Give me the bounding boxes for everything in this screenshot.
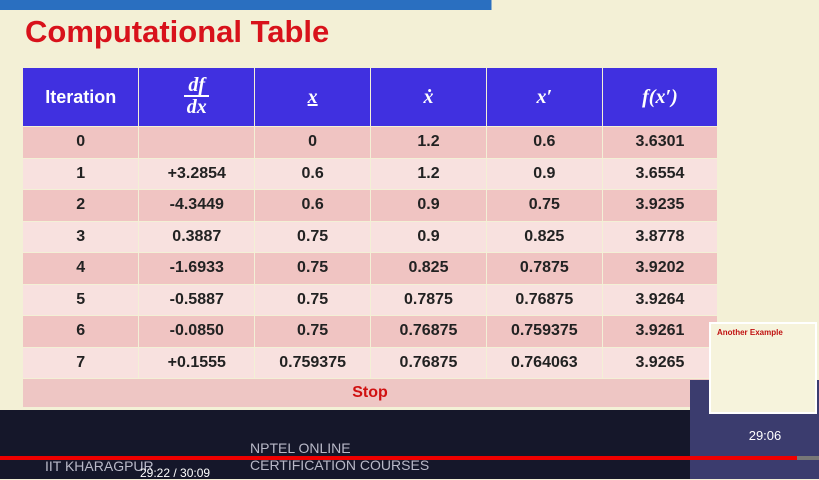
table-cell: 0.75: [254, 252, 372, 285]
table-cell: 0.6: [485, 126, 603, 159]
header-row: Iteration df dx x ẋ x′ f(x′): [21, 67, 719, 127]
table-cell: +0.1555: [138, 346, 256, 379]
denominator: dx: [186, 96, 207, 118]
table-cell: 3.6554: [601, 157, 719, 190]
table-cell: [138, 126, 256, 159]
table-cell: -1.6933: [138, 252, 256, 285]
header-cell: ẋ: [370, 67, 487, 127]
table-cell: 0.6: [254, 157, 372, 190]
table-row: 4 -1.6933 0.75 0.825 0.7875 3.9202: [21, 252, 719, 285]
table-cell: 3.9264: [601, 283, 719, 316]
table-cell: 3.8778: [601, 220, 719, 253]
footer-center-2: CERTIFICATION COURSES: [250, 457, 430, 473]
table-cell: 1.2: [370, 126, 487, 159]
table-cell: 0.9: [485, 157, 603, 190]
table-cell: 4: [21, 252, 140, 285]
progress-played: [0, 456, 797, 460]
header-cell: x: [254, 67, 372, 127]
table-cell: 0.9: [370, 220, 487, 253]
table-cell: 7: [21, 346, 140, 379]
table-cell: 0.759375: [254, 346, 372, 379]
table-cell: 1.2: [370, 157, 487, 190]
table-cell: 0.6: [254, 189, 372, 222]
table-cell: 0.75: [254, 315, 372, 348]
table-cell: 0.9: [370, 189, 487, 222]
table-cell: 0.764063: [485, 346, 603, 379]
table-cell: 3.9202: [601, 252, 719, 285]
table-cell: 0.75: [254, 283, 372, 316]
footer-left: IIT KHARAGPUR: [45, 458, 154, 474]
table-cell: -0.0850: [138, 315, 256, 348]
table-cell: 3.9265: [601, 346, 719, 379]
table-cell: 3.9235: [601, 189, 719, 222]
preview-time: 29:06: [748, 428, 782, 443]
stop-cell: Stop: [22, 378, 718, 408]
table-row: 1 +3.2854 0.6 1.2 0.9 3.6554: [21, 157, 719, 190]
table-cell: 0.3887: [138, 220, 256, 253]
table-cell: +3.2854: [138, 157, 256, 190]
table-cell: 0.825: [370, 252, 487, 285]
table-cell: 3.9261: [601, 315, 719, 348]
fraction: df dx: [184, 75, 210, 118]
footer-center-1: NPTEL ONLINE: [250, 440, 351, 456]
table-cell: 0.75: [254, 220, 372, 253]
numerator: df: [184, 75, 210, 97]
table-cell: -0.5887: [138, 283, 256, 316]
stop-row: Stop: [22, 378, 718, 408]
table-cell: 0.7875: [485, 252, 603, 285]
table-cell: 0.76875: [485, 283, 603, 316]
header-cell: df dx: [138, 67, 256, 127]
table-cell: 0.76875: [370, 346, 487, 379]
table-cell: 6: [21, 315, 140, 348]
table-cell: 3: [21, 220, 140, 253]
header-cell: f(x′): [601, 67, 719, 127]
table-cell: -4.3449: [138, 189, 256, 222]
table-cell: 0.7875: [370, 283, 487, 316]
computational-table: Iteration df dx x ẋ x′ f(x′) 0 0 1.2 0.6 3.6301 1 +3…: [21, 67, 719, 408]
table-cell: 0.825: [485, 220, 603, 253]
table-row: 6 -0.0850 0.75 0.76875 0.759375 3.9261: [21, 315, 719, 348]
slide-footer: IIT KHARAGPUR NPTEL ONLINE CERTIFICATION…: [0, 410, 819, 479]
table-row: 7 +0.1555 0.759375 0.76875 0.764063 3.9265: [21, 346, 719, 379]
table-cell: 0: [254, 126, 372, 159]
slide-title: Computational Table: [25, 14, 330, 49]
table-cell: 3.6301: [601, 126, 719, 159]
table-cell: 0: [21, 126, 140, 159]
table-cell: 0.76875: [370, 315, 487, 348]
table-row: 2 -4.3449 0.6 0.9 0.75 3.9235: [21, 189, 719, 222]
header-cell: x′: [485, 67, 603, 127]
table-body: 0 0 1.2 0.6 3.6301 1 +3.2854 0.6 1.2 0.9 3.6554 2 -4…: [21, 126, 719, 408]
table-cell: 0.759375: [485, 315, 603, 348]
preview-title: Another Example: [717, 328, 783, 337]
time-display: 29:22 / 30:09: [140, 466, 211, 480]
table-cell: 2: [21, 189, 140, 222]
header-cell: Iteration: [21, 67, 140, 127]
table-cell: 5: [21, 283, 140, 316]
seek-preview: Another Example 29:06: [709, 322, 817, 443]
table-cell: 1: [21, 157, 140, 190]
top-bar: [0, 0, 819, 10]
table-row: 3 0.3887 0.75 0.9 0.825 3.8778: [21, 220, 719, 253]
table-row: 0 0 1.2 0.6 3.6301: [21, 126, 719, 159]
table-cell: 0.75: [485, 189, 603, 222]
table-row: 5 -0.5887 0.75 0.7875 0.76875 3.9264: [21, 283, 719, 316]
